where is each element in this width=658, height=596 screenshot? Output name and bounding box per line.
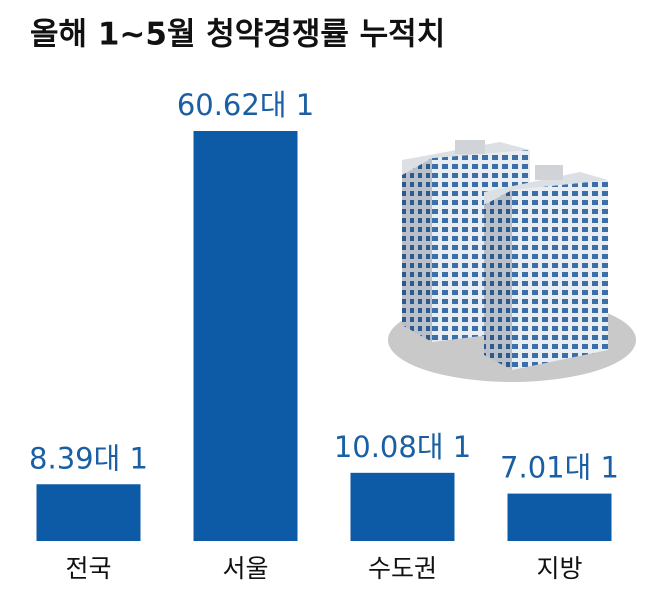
bar	[350, 472, 455, 541]
bar	[193, 131, 298, 541]
bar	[507, 493, 612, 541]
chart-title: 올해 1~5월 청약경쟁률 누적치	[30, 17, 445, 53]
x-tick-label: 지방	[536, 554, 582, 583]
value-label: 7.01대 1	[500, 451, 619, 485]
value-label: 8.39대 1	[29, 441, 148, 475]
value-label: 60.62대 1	[177, 88, 314, 122]
x-tick-label: 전국	[65, 554, 111, 583]
x-tick-label: 서울	[222, 554, 268, 583]
building-illustration	[388, 140, 636, 382]
bar	[36, 484, 141, 541]
x-tick-label: 수도권	[368, 554, 437, 583]
value-label: 10.08대 1	[334, 430, 471, 464]
